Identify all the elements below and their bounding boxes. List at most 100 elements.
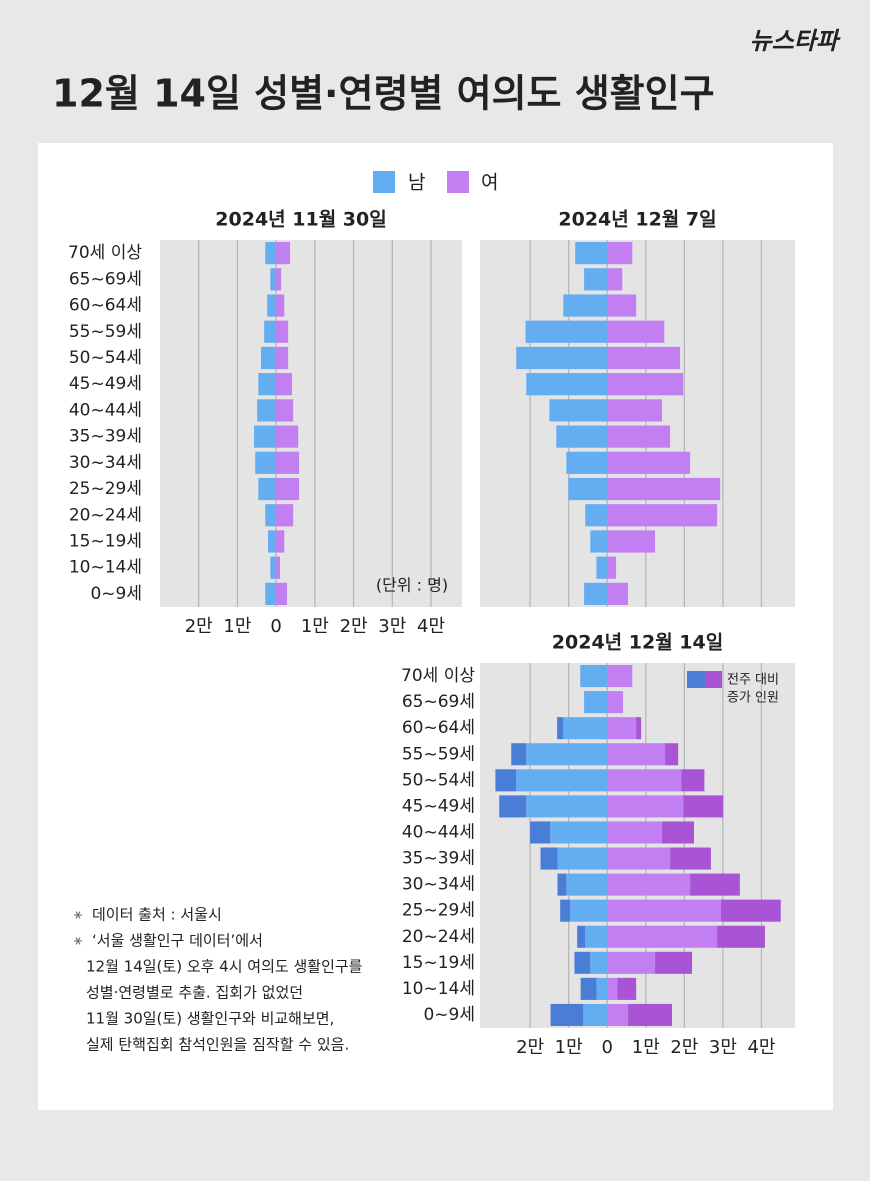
panel-title: 2024년 11월 30일 — [215, 209, 386, 231]
legend-swatch — [373, 171, 395, 193]
bar — [607, 242, 633, 265]
category-label: 55~59세 — [402, 744, 475, 764]
bar — [265, 582, 277, 605]
bar — [636, 717, 642, 740]
bar — [585, 504, 608, 527]
legend-label: 여 — [481, 172, 498, 194]
x-tick-label: 4만 — [747, 1037, 775, 1058]
category-label: 20~24세 — [69, 505, 142, 525]
bar — [556, 425, 608, 448]
x-tick-label: 1만 — [301, 616, 329, 637]
page-title: 12월 14일 성별·연령별 여의도 생활인구 — [52, 72, 715, 116]
logo: 뉴스타파 — [750, 27, 841, 55]
bar — [607, 821, 662, 844]
panel-title: 2024년 12월 7일 — [558, 209, 716, 231]
bar — [276, 268, 282, 291]
bar — [670, 847, 711, 870]
category-label: 55~59세 — [69, 322, 142, 342]
category-label: 0~9세 — [423, 1005, 475, 1025]
bar — [511, 743, 527, 766]
bar — [655, 951, 693, 974]
bar — [526, 373, 608, 396]
bar — [607, 691, 624, 714]
bar — [525, 320, 608, 343]
bar — [264, 320, 277, 343]
bar — [607, 399, 662, 422]
bar — [607, 665, 633, 688]
bar — [607, 268, 623, 291]
bar — [276, 425, 299, 448]
category-label: 40~44세 — [69, 400, 142, 420]
bar — [575, 242, 608, 265]
category-label: 15~19세 — [402, 953, 475, 973]
category-label: 30~34세 — [69, 453, 142, 473]
bar — [495, 769, 517, 792]
category-label: 30~34세 — [402, 875, 475, 895]
note-text: 11월 30일(토) 생활인구와 비교해보면, — [86, 1010, 334, 1028]
bar — [261, 346, 277, 370]
bar — [563, 717, 608, 740]
bar — [617, 977, 637, 1000]
category-label: 25~29세 — [402, 901, 475, 921]
bar — [258, 373, 277, 396]
x-tick-label: 2만 — [185, 616, 213, 637]
bar — [607, 873, 691, 896]
category-label: 35~39세 — [69, 427, 142, 447]
bar — [607, 769, 682, 792]
category-label: 20~24세 — [402, 927, 475, 947]
bar — [557, 717, 564, 740]
bar — [681, 769, 705, 792]
bar — [258, 477, 277, 501]
bar — [590, 530, 608, 553]
x-tick-label: 3만 — [378, 616, 406, 637]
bar — [607, 477, 721, 501]
bar — [557, 873, 567, 896]
bar — [607, 556, 617, 579]
bar — [628, 1003, 673, 1026]
category-label: 25~29세 — [69, 479, 142, 499]
category-label: 65~69세 — [402, 692, 475, 712]
note-bullet — [75, 911, 81, 919]
bar — [690, 873, 740, 896]
bar — [574, 951, 591, 974]
bar — [607, 951, 656, 974]
bar — [584, 582, 608, 605]
bar — [265, 242, 277, 265]
bar — [276, 294, 285, 317]
x-tick-label: 1만 — [632, 1037, 660, 1058]
category-label: 0~9세 — [90, 584, 142, 604]
bar — [596, 977, 608, 1000]
bar — [607, 1003, 629, 1026]
bar — [499, 795, 527, 818]
bar — [276, 373, 293, 396]
x-tick-label: 0 — [602, 1037, 613, 1058]
note-text: 실제 탄핵집회 참석인원을 짐작할 수 있음. — [86, 1036, 349, 1054]
bar — [717, 925, 765, 948]
bar — [265, 504, 277, 527]
legend-label: 전주 대비 — [727, 673, 779, 688]
bar — [276, 582, 287, 605]
category-label: 15~19세 — [69, 531, 142, 551]
bar — [607, 346, 681, 370]
bar — [585, 925, 608, 948]
bar — [254, 425, 277, 448]
x-tick-label: 1만 — [555, 1037, 583, 1058]
category-label: 45~49세 — [402, 796, 475, 816]
bar — [665, 743, 679, 766]
bar — [720, 899, 781, 922]
legend-swatch — [447, 171, 469, 193]
note-text: 12월 14일(토) 오후 4시 여의도 생활인구를 — [86, 958, 363, 976]
bar — [607, 847, 671, 870]
bar — [276, 530, 285, 553]
bar — [607, 530, 656, 553]
bar — [276, 477, 299, 501]
bar — [276, 556, 281, 579]
bar — [607, 795, 684, 818]
bar — [607, 425, 671, 448]
bar — [661, 821, 694, 844]
bar — [540, 847, 558, 870]
bar — [563, 294, 608, 317]
category-label: 10~14세 — [402, 979, 475, 999]
